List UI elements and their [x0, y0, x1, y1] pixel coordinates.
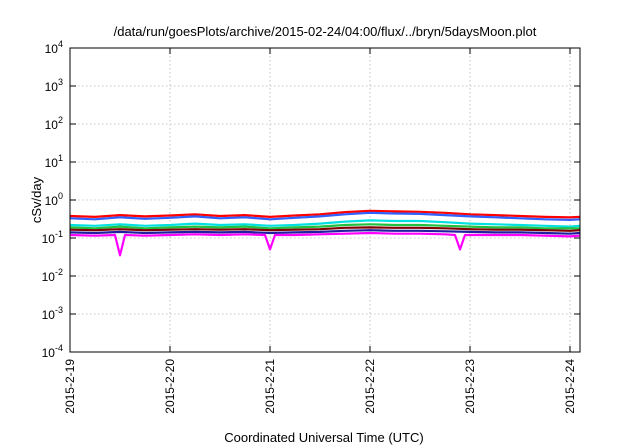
y-tick-base: 10	[42, 232, 56, 246]
y-tick-base: 10	[42, 270, 56, 284]
y-tick-label: 10-3	[42, 305, 63, 322]
y-axis-label: cSv/day	[29, 176, 44, 223]
y-tick-base: 10	[45, 194, 59, 208]
y-tick-exponent: -2	[55, 267, 63, 277]
series-line-4	[69, 223, 580, 230]
series-line-7	[69, 231, 581, 257]
x-tick-label: 2015-2-19	[63, 359, 77, 414]
series-line-6	[69, 229, 581, 235]
y-tick-exponent: 1	[58, 153, 63, 163]
x-tick-labels: 2015-2-19 2015-2-20 2015-2-21 2015-2-22 2015…	[63, 48, 577, 414]
y-tick-label: 10-2	[42, 267, 63, 284]
y-tick-base: 10	[45, 80, 59, 94]
y-tick-label: 102	[45, 115, 63, 132]
y-tick-exponent: 0	[58, 191, 63, 201]
y-tick-exponent: -1	[55, 229, 63, 239]
x-tick-label: 2015-2-23	[463, 359, 477, 414]
y-tick-label: 100	[45, 191, 63, 208]
y-tick-label: 10-4	[42, 343, 63, 360]
y-tick-exponent: 2	[58, 115, 63, 125]
series-line-1	[69, 209, 581, 219]
grid-lines	[70, 48, 580, 352]
series-line-3	[69, 219, 581, 228]
chart-title: /data/run/goesPlots/archive/2015-02-24/0…	[114, 24, 537, 39]
y-tick-exponent: -3	[55, 305, 63, 315]
y-tick-base: 10	[45, 156, 59, 170]
series-lines	[69, 209, 581, 257]
series-line-5	[69, 226, 581, 232]
y-tick-base: 10	[42, 346, 56, 360]
x-axis-label: Coordinated Universal Time (UTC)	[224, 430, 423, 445]
y-tick-exponent: 3	[58, 77, 63, 87]
y-tick-label: 103	[45, 77, 63, 94]
x-tick-label: 2015-2-20	[163, 359, 177, 414]
y-tick-base: 10	[45, 118, 59, 132]
x-tick-label: 2015-2-21	[263, 359, 277, 414]
series-line-2	[69, 211, 581, 221]
y-tick-label: 101	[45, 153, 63, 170]
y-tick-label: 10-1	[42, 229, 63, 246]
y-tick-base: 10	[42, 308, 56, 322]
y-tick-exponent: 4	[58, 39, 63, 49]
y-tick-base: 10	[45, 42, 59, 56]
x-tick-label: 2015-2-22	[363, 359, 377, 414]
y-tick-exponent: -4	[55, 343, 63, 353]
x-tick-label: 2015-2-24	[563, 359, 577, 414]
y-tick-label: 104	[45, 39, 63, 56]
